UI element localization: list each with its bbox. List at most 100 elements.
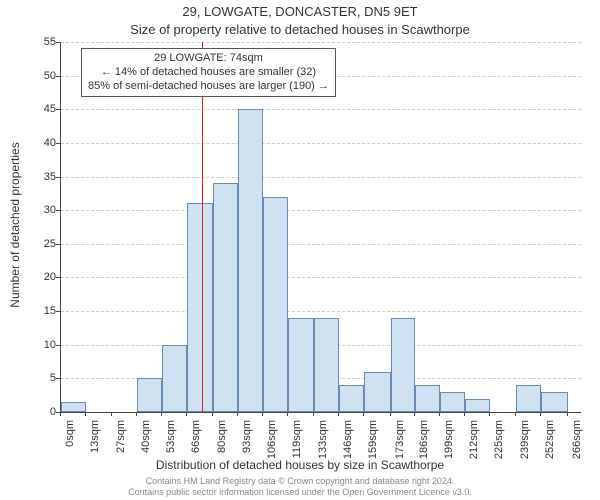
- annotation-box: 29 LOWGATE: 74sqm ← 14% of detached hous…: [81, 48, 336, 97]
- y-tick-label: 55: [26, 36, 56, 48]
- gridline: [61, 177, 581, 178]
- y-tick-mark: [56, 109, 60, 110]
- y-tick-label: 20: [26, 271, 56, 283]
- x-tick-mark: [390, 412, 391, 416]
- y-tick-mark: [56, 311, 60, 312]
- x-tick-mark: [287, 412, 288, 416]
- y-tick-mark: [56, 76, 60, 77]
- y-tick-mark: [56, 210, 60, 211]
- annotation-line2: ← 14% of detached houses are smaller (32…: [88, 66, 329, 80]
- x-tick-label: 53sqm: [165, 420, 177, 460]
- x-tick-mark: [186, 412, 187, 416]
- y-axis-label: Number of detached properties: [8, 142, 22, 307]
- chart-title-line2: Size of property relative to detached ho…: [0, 22, 600, 37]
- x-tick-label: 133sqm: [317, 420, 329, 460]
- footer: Contains HM Land Registry data © Crown c…: [0, 476, 600, 498]
- histogram-bar: [440, 392, 465, 412]
- x-axis-label: Distribution of detached houses by size …: [0, 458, 600, 472]
- x-tick-mark: [363, 412, 364, 416]
- x-tick-label: 252sqm: [544, 420, 556, 460]
- gridline: [61, 109, 581, 110]
- annotation-line1: 29 LOWGATE: 74sqm: [88, 52, 329, 66]
- x-tick-label: 106sqm: [266, 420, 278, 460]
- y-tick-label: 25: [26, 238, 56, 250]
- annotation-line3: 85% of semi-detached houses are larger (…: [88, 80, 329, 94]
- y-tick-mark: [56, 177, 60, 178]
- x-tick-mark: [540, 412, 541, 416]
- histogram-bar: [415, 385, 440, 412]
- x-tick-label: 40sqm: [140, 420, 152, 460]
- y-tick-mark: [56, 42, 60, 43]
- histogram-bar: [137, 378, 162, 412]
- y-tick-label: 0: [26, 406, 56, 418]
- y-tick-label: 30: [26, 204, 56, 216]
- histogram-bar: [61, 402, 86, 412]
- gridline: [61, 311, 581, 312]
- y-tick-mark: [56, 345, 60, 346]
- x-tick-label: 93sqm: [241, 420, 253, 460]
- x-tick-label: 27sqm: [115, 420, 127, 460]
- x-tick-mark: [111, 412, 112, 416]
- x-tick-label: 266sqm: [571, 420, 583, 460]
- gridline: [61, 244, 581, 245]
- y-tick-mark: [56, 244, 60, 245]
- x-tick-label: 159sqm: [367, 420, 379, 460]
- x-tick-mark: [212, 412, 213, 416]
- x-tick-label: 0sqm: [64, 420, 76, 460]
- x-tick-label: 66sqm: [190, 420, 202, 460]
- x-tick-mark: [85, 412, 86, 416]
- gridline: [61, 277, 581, 278]
- y-tick-mark: [56, 277, 60, 278]
- x-tick-mark: [338, 412, 339, 416]
- histogram-bar: [314, 318, 339, 412]
- histogram-bar: [162, 345, 187, 412]
- x-tick-label: 119sqm: [291, 420, 303, 460]
- x-tick-label: 199sqm: [443, 420, 455, 460]
- histogram-bar: [391, 318, 416, 412]
- x-tick-mark: [515, 412, 516, 416]
- x-tick-label: 225sqm: [493, 420, 505, 460]
- y-tick-mark: [56, 143, 60, 144]
- y-tick-label: 15: [26, 305, 56, 317]
- x-tick-mark: [136, 412, 137, 416]
- gridline: [61, 143, 581, 144]
- x-tick-label: 186sqm: [418, 420, 430, 460]
- y-tick-label: 40: [26, 137, 56, 149]
- histogram-bar: [339, 385, 364, 412]
- footer-line1: Contains HM Land Registry data © Crown c…: [0, 476, 600, 487]
- plot-area: 29 LOWGATE: 74sqm ← 14% of detached hous…: [60, 42, 581, 413]
- histogram-bar: [238, 109, 263, 412]
- x-tick-label: 173sqm: [394, 420, 406, 460]
- y-tick-label: 35: [26, 171, 56, 183]
- x-tick-mark: [161, 412, 162, 416]
- histogram-bar: [465, 399, 490, 412]
- x-tick-mark: [567, 412, 568, 416]
- histogram-bar: [263, 197, 288, 412]
- x-tick-mark: [489, 412, 490, 416]
- histogram-bar: [187, 203, 214, 412]
- chart-title-line1: 29, LOWGATE, DONCASTER, DN5 9ET: [0, 4, 600, 19]
- y-tick-label: 5: [26, 372, 56, 384]
- x-tick-mark: [313, 412, 314, 416]
- x-tick-mark: [414, 412, 415, 416]
- y-tick-label: 50: [26, 70, 56, 82]
- chart-container: 29, LOWGATE, DONCASTER, DN5 9ET Size of …: [0, 0, 600, 500]
- x-tick-mark: [262, 412, 263, 416]
- histogram-bar: [541, 392, 568, 412]
- y-tick-mark: [56, 378, 60, 379]
- marker-line: [202, 42, 203, 412]
- x-tick-label: 80sqm: [216, 420, 228, 460]
- x-tick-mark: [439, 412, 440, 416]
- histogram-bar: [288, 318, 315, 412]
- histogram-bar: [364, 372, 391, 412]
- y-tick-label: 45: [26, 103, 56, 115]
- gridline: [61, 210, 581, 211]
- footer-line2: Contains public sector information licen…: [0, 487, 600, 498]
- x-tick-mark: [60, 412, 61, 416]
- x-tick-label: 239sqm: [519, 420, 531, 460]
- x-tick-mark: [464, 412, 465, 416]
- y-tick-label: 10: [26, 339, 56, 351]
- gridline: [61, 42, 581, 43]
- histogram-bar: [516, 385, 541, 412]
- histogram-bar: [213, 183, 238, 412]
